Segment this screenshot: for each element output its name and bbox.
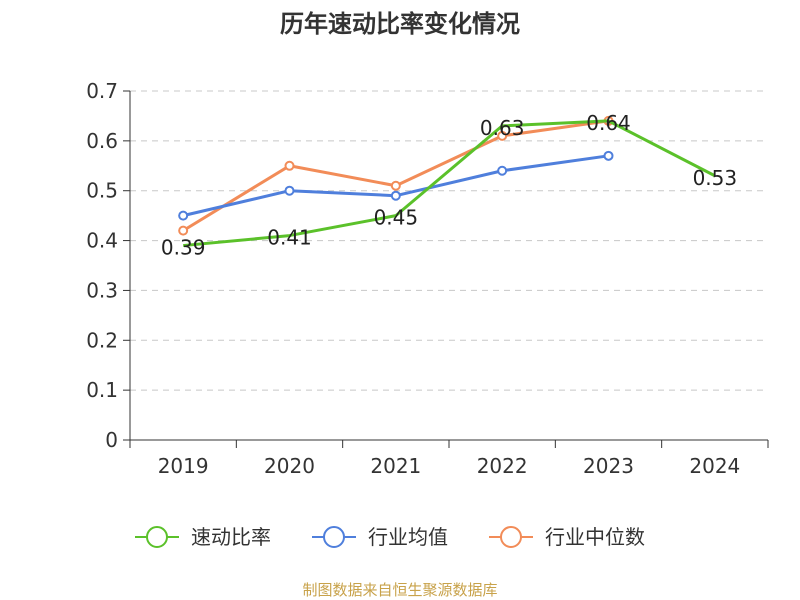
- series-1: [178, 150, 614, 221]
- series-0: [183, 119, 716, 248]
- y-tick-label: 0.2: [86, 328, 118, 352]
- x-tick-label: 2023: [583, 454, 634, 478]
- data-point[interactable]: [390, 190, 401, 201]
- legend-label: 速动比率: [191, 525, 271, 549]
- x-tick-label: 2022: [477, 454, 528, 478]
- legend-item[interactable]: 行业均值: [312, 525, 448, 549]
- legend-marker: [500, 526, 522, 548]
- data-point[interactable]: [178, 225, 189, 236]
- y-tick-label: 0.7: [86, 79, 118, 103]
- legend-marker: [146, 526, 168, 548]
- x-tick-label: 2019: [158, 454, 209, 478]
- legend[interactable]: 速动比率 行业均值 行业中位数: [135, 525, 645, 549]
- legend-item[interactable]: 速动比率: [135, 525, 271, 549]
- y-tick-label: 0.4: [86, 229, 118, 253]
- data-point[interactable]: [390, 180, 401, 191]
- legend-label: 行业均值: [368, 525, 448, 549]
- data-labels: 0.39 0.41 0.45 0.63 0.64 0.53: [161, 111, 737, 260]
- data-label: 0.64: [586, 111, 631, 135]
- legend-label: 行业中位数: [545, 525, 645, 549]
- series: [178, 115, 716, 248]
- data-point[interactable]: [284, 160, 295, 171]
- y-tick-label: 0.3: [86, 278, 118, 302]
- data-label: 0.45: [374, 206, 419, 230]
- data-point[interactable]: [497, 165, 508, 176]
- chart-title: 历年速动比率变化情况: [280, 10, 520, 38]
- data-point[interactable]: [603, 150, 614, 161]
- x-tick-label: 2020: [264, 454, 315, 478]
- y-tick-label: 0.5: [86, 179, 118, 203]
- legend-item[interactable]: 行业中位数: [489, 525, 645, 549]
- legend-marker: [323, 526, 345, 548]
- y-tick-label: 0.6: [86, 129, 118, 153]
- source-note: 制图数据来自恒生聚源数据库: [302, 581, 497, 599]
- y-tick-label: 0.1: [86, 378, 118, 402]
- series-2: [178, 115, 614, 236]
- data-label: 0.63: [480, 116, 525, 140]
- data-point[interactable]: [284, 185, 295, 196]
- x-tick-label: 2021: [370, 454, 421, 478]
- series-line: [183, 119, 716, 248]
- data-label: 0.41: [267, 226, 312, 250]
- data-point[interactable]: [497, 130, 508, 141]
- y-tick-label: 0: [105, 428, 118, 452]
- axes: 0 0.1 0.2 0.3 0.4 0.5 0.6 0.7 2019 2020 2021 2022 20…: [86, 79, 769, 478]
- grid: [130, 90, 768, 391]
- data-label: 0.39: [161, 236, 206, 260]
- data-point[interactable]: [178, 210, 189, 221]
- data-label: 0.53: [693, 166, 738, 190]
- x-tick-label: 2024: [689, 454, 740, 478]
